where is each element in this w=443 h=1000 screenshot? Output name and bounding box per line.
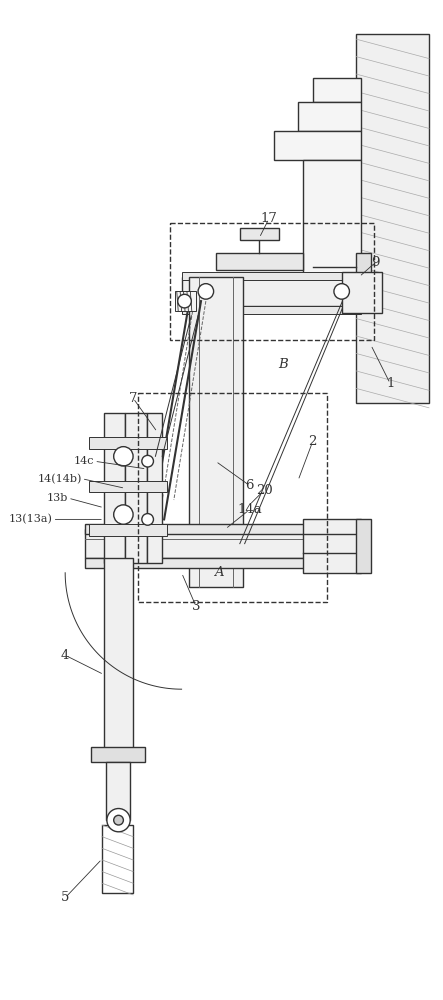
- Bar: [138, 393, 327, 602]
- Bar: [85, 524, 327, 534]
- Bar: [356, 519, 371, 573]
- Text: 5: 5: [61, 891, 70, 904]
- Text: B: B: [279, 358, 288, 371]
- Circle shape: [114, 447, 133, 466]
- Bar: [89, 481, 167, 492]
- Bar: [125, 413, 147, 563]
- Text: 1: 1: [386, 377, 394, 390]
- Bar: [274, 131, 361, 160]
- Bar: [106, 762, 130, 820]
- Text: 14c: 14c: [74, 456, 94, 466]
- Text: 17: 17: [260, 212, 277, 225]
- Bar: [91, 747, 145, 762]
- Bar: [182, 272, 361, 280]
- Circle shape: [198, 284, 214, 299]
- Bar: [175, 291, 196, 311]
- Bar: [216, 253, 303, 270]
- Text: A: A: [214, 566, 223, 579]
- Bar: [189, 277, 243, 587]
- Bar: [89, 524, 167, 536]
- Bar: [147, 413, 162, 563]
- Bar: [356, 253, 371, 282]
- Circle shape: [114, 505, 133, 524]
- Circle shape: [142, 514, 153, 525]
- Text: 4: 4: [61, 649, 70, 662]
- Text: 3: 3: [192, 600, 200, 613]
- Text: 20: 20: [256, 484, 272, 497]
- Text: 7: 7: [129, 392, 137, 405]
- Text: 14a: 14a: [237, 503, 262, 516]
- Text: 13(13a): 13(13a): [9, 514, 53, 525]
- Bar: [288, 282, 366, 301]
- Bar: [102, 825, 133, 893]
- Bar: [303, 160, 361, 287]
- Bar: [89, 437, 167, 449]
- Text: 2: 2: [308, 435, 317, 448]
- Circle shape: [142, 455, 153, 467]
- Text: 14(14b): 14(14b): [37, 473, 82, 484]
- Bar: [104, 413, 125, 563]
- Circle shape: [334, 284, 350, 299]
- Bar: [182, 277, 361, 306]
- Text: 9: 9: [371, 256, 380, 269]
- Bar: [298, 102, 361, 131]
- Bar: [356, 34, 429, 403]
- Bar: [342, 272, 382, 313]
- Bar: [85, 558, 327, 568]
- Bar: [313, 78, 361, 102]
- Bar: [104, 558, 133, 752]
- Text: 6: 6: [245, 479, 254, 492]
- Bar: [182, 306, 361, 314]
- Circle shape: [178, 294, 191, 308]
- Bar: [85, 529, 327, 558]
- Circle shape: [114, 815, 124, 825]
- Bar: [170, 223, 374, 340]
- Circle shape: [107, 809, 130, 832]
- Text: 13b: 13b: [47, 493, 68, 503]
- Bar: [303, 519, 361, 573]
- Bar: [240, 228, 279, 240]
